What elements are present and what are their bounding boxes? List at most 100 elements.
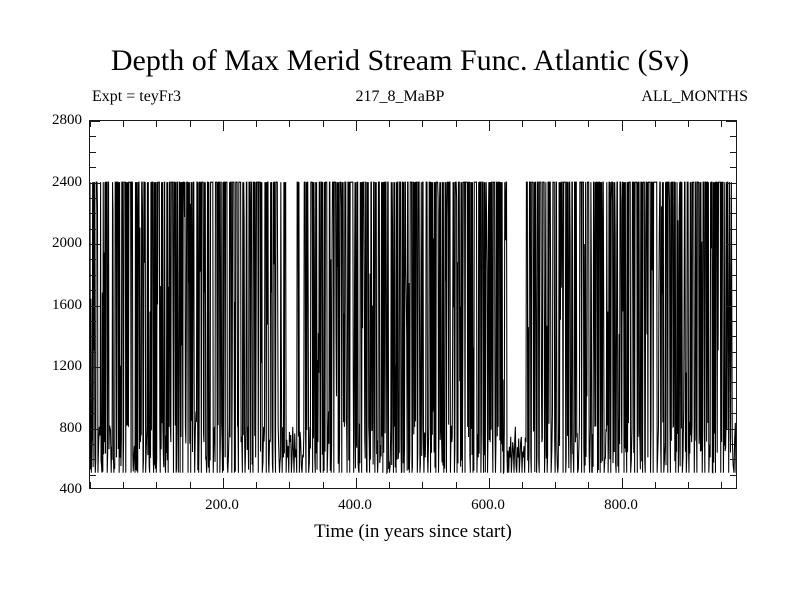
y-axis-tick [90, 336, 96, 337]
y-axis-tick [726, 183, 736, 184]
y-axis-tick-label: 2400 [52, 174, 82, 190]
x-axis-tick [389, 121, 390, 127]
x-axis-tick [422, 121, 423, 127]
x-axis-tick [323, 482, 324, 488]
y-axis-tick [90, 459, 96, 460]
x-axis-tick [721, 121, 722, 127]
y-axis-tick [90, 290, 96, 291]
series-line-depth-of-max-merid-stream-func [90, 121, 736, 488]
y-axis-tick [90, 306, 100, 307]
y-axis-tick [726, 367, 736, 368]
y-axis-tick [730, 275, 736, 276]
y-axis-tick [90, 429, 100, 430]
y-axis-tick [730, 398, 736, 399]
x-axis-tick [522, 121, 523, 127]
y-axis-tick [90, 167, 96, 168]
x-axis-tick [688, 482, 689, 488]
x-axis-tick [289, 121, 290, 127]
x-axis-tick [422, 482, 423, 488]
x-axis-tick [555, 121, 556, 127]
plot-area [89, 120, 737, 489]
y-axis-tick [90, 367, 100, 368]
x-axis-tick [223, 478, 224, 488]
x-axis-tick [156, 121, 157, 127]
y-axis-tick [730, 136, 736, 137]
x-axis-tick [489, 121, 490, 131]
x-axis-tick [688, 121, 689, 127]
y-axis-tick-label: 800 [59, 420, 83, 436]
x-axis-tick [555, 482, 556, 488]
x-axis-tick-label: 400.0 [338, 497, 372, 513]
x-axis-tick [622, 478, 623, 488]
y-axis-tick [90, 321, 96, 322]
y-axis-tick [730, 413, 736, 414]
y-axis-tick [730, 198, 736, 199]
x-axis-tick [588, 121, 589, 127]
y-axis-tick [730, 213, 736, 214]
y-axis-tick [730, 336, 736, 337]
y-axis-tick [90, 275, 96, 276]
x-axis-tick [456, 482, 457, 488]
y-axis-tick-label: 2800 [52, 112, 82, 128]
y-axis-tick-label: 1200 [52, 358, 82, 374]
x-axis-tick [655, 482, 656, 488]
y-axis-tick-label: 2000 [52, 235, 82, 251]
y-axis-tick [730, 459, 736, 460]
x-axis-tick-label: 800.0 [604, 497, 638, 513]
y-axis-tick [730, 382, 736, 383]
y-axis-tick [90, 198, 96, 199]
y-axis-tick [90, 259, 96, 260]
y-axis-tick [726, 429, 736, 430]
x-axis-tick [323, 121, 324, 127]
y-axis-tick [90, 382, 96, 383]
y-axis-tick [726, 306, 736, 307]
x-axis-tick [721, 482, 722, 488]
y-axis-tick-label: 1600 [52, 297, 82, 313]
x-axis-tick-label: 600.0 [471, 497, 505, 513]
y-axis-tick [726, 121, 736, 122]
x-axis-labels: 200.0 400.0 600.0 800.0 [89, 496, 737, 518]
y-axis-tick [90, 413, 96, 414]
y-axis-tick [90, 229, 96, 230]
x-axis-tick [655, 121, 656, 127]
y-axis-tick [90, 213, 96, 214]
x-axis-tick [90, 482, 91, 488]
y-axis-tick [730, 229, 736, 230]
x-axis-tick [356, 121, 357, 131]
x-axis-tick [389, 482, 390, 488]
page-title: Depth of Max Merid Stream Func. Atlantic… [110, 44, 690, 77]
series-polyline [90, 182, 736, 473]
x-axis-tick [356, 478, 357, 488]
x-axis-tick [223, 121, 224, 131]
y-axis-labels: 400 800 1200 1600 2000 2400 2800 [0, 113, 83, 497]
x-axis-title: Time (in years since start) [314, 521, 512, 542]
subhead-experiment: Expt = teyFr3 [92, 88, 182, 105]
y-axis-tick [90, 475, 96, 476]
x-axis-tick [456, 121, 457, 127]
x-axis-tick [156, 482, 157, 488]
y-axis-tick [90, 244, 100, 245]
subhead-months: ALL_MONTHS [641, 88, 748, 105]
y-axis-tick [90, 136, 96, 137]
x-axis-tick [123, 482, 124, 488]
y-axis-tick [730, 352, 736, 353]
y-axis-tick [726, 244, 736, 245]
x-axis-tick [190, 482, 191, 488]
x-axis-tick [522, 482, 523, 488]
x-axis-tick [489, 478, 490, 488]
y-axis-tick [90, 152, 96, 153]
subhead-period: 217_8_MaBP [355, 88, 445, 105]
x-axis-tick [588, 482, 589, 488]
y-axis-tick [90, 398, 96, 399]
y-axis-tick [730, 290, 736, 291]
y-axis-tick [90, 183, 100, 184]
y-axis-tick [90, 121, 100, 122]
y-axis-tick [90, 352, 96, 353]
x-axis-tick [622, 121, 623, 131]
x-axis-tick [123, 121, 124, 127]
y-axis-tick [90, 444, 96, 445]
y-axis-tick [730, 167, 736, 168]
x-axis-tick-label: 200.0 [205, 497, 239, 513]
x-axis-tick [289, 482, 290, 488]
